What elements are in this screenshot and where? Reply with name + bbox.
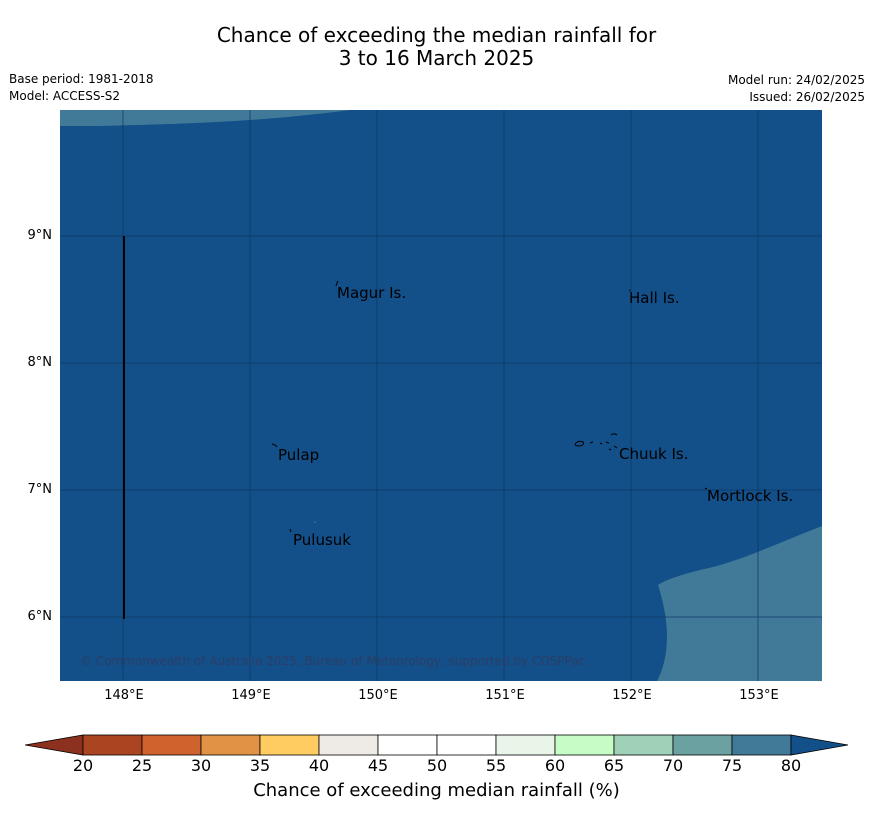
colorbar-segment-55-60 (495, 734, 556, 756)
metadata-left: Base period: 1981-2018 Model: ACCESS-S2 (9, 71, 154, 105)
colorbar-tick-60: 60 (544, 756, 566, 775)
place-label-mortlock: Mortlock Is. (707, 487, 794, 505)
colorbar-segment-65-70 (613, 734, 674, 756)
colorbar-segment-45-50 (377, 734, 438, 756)
map-region-top-light (60, 110, 350, 126)
colorbar-tick-70: 70 (662, 756, 684, 775)
lon-label-151e: 151°E (485, 688, 525, 703)
island-magur (335, 280, 339, 287)
colorbar-tick-40: 40 (308, 756, 330, 775)
colorbar-segment-50-55 (436, 734, 497, 756)
colorbar-segment-75-80 (731, 734, 792, 756)
place-label-magur: Magur Is. (337, 284, 407, 302)
map-title-line-2: 3 to 16 March 2025 (338, 46, 535, 70)
copyright-notice: © Commonwealth of Australia 2025, Bureau… (80, 654, 586, 668)
place-label-hall: Hall Is. (629, 289, 680, 307)
lon-label-153e: 153°E (739, 688, 779, 703)
model-name: Model: ACCESS-S2 (9, 89, 121, 103)
lat-label-8n: 8°N (27, 355, 53, 370)
colorbar-tick-75: 75 (721, 756, 743, 775)
map-gridlines (60, 110, 822, 681)
colorbar-under-arrow (25, 734, 84, 756)
base-period: Base period: 1981-2018 (9, 72, 154, 86)
colorbar-segment-60-65 (554, 734, 615, 756)
colorbar-tick-35: 35 (249, 756, 271, 775)
lon-label-148e: 148°E (104, 688, 144, 703)
metadata-right: Model run: 24/02/2025 Issued: 26/02/2025 (728, 72, 865, 106)
colorbar-tick-50: 50 (426, 756, 448, 775)
island-hall (628, 289, 631, 292)
lon-label-152e: 152°E (612, 688, 652, 703)
island-small-dot (314, 521, 316, 523)
island-pulusuk (289, 528, 292, 533)
map-region-southeast-light (657, 526, 822, 681)
colorbar-segment-70-75 (672, 734, 733, 756)
colorbar-tick-65: 65 (603, 756, 625, 775)
colorbar-tick-80: 80 (780, 756, 802, 775)
lon-label-149e: 149°E (231, 688, 271, 703)
colorbar-segment-20-25 (82, 734, 143, 756)
island-pulap (271, 443, 278, 448)
model-run: Model run: 24/02/2025 (727, 73, 865, 87)
rainfall-map (60, 110, 822, 681)
lat-label-9n: 9°N (27, 228, 53, 243)
colorbar (25, 734, 849, 756)
colorbar-tick-30: 30 (190, 756, 212, 775)
colorbar-tick-45: 45 (367, 756, 389, 775)
colorbar-segment-25-30 (141, 734, 202, 756)
colorbar-segment-35-40 (259, 734, 320, 756)
lon-label-150e: 150°E (358, 688, 398, 703)
lat-label-7n: 7°N (27, 482, 53, 497)
colorbar-tick-55: 55 (485, 756, 507, 775)
island-chuuk (574, 433, 618, 451)
lat-label-6n: 6°N (27, 609, 53, 624)
place-label-pulap: Pulap (278, 446, 320, 464)
colorbar-segment-40-45 (318, 734, 379, 756)
colorbar-tick-20: 20 (72, 756, 94, 775)
map-title-line-1: Chance of exceeding the median rainfall … (216, 23, 657, 47)
colorbar-tick-25: 25 (131, 756, 153, 775)
colorbar-title: Chance of exceeding median rainfall (%) (253, 780, 620, 801)
issued-date: Issued: 26/02/2025 (749, 90, 865, 104)
island-mortlock (704, 487, 708, 490)
place-label-pulusuk: Pulusuk (293, 531, 351, 549)
island-outlines (271, 280, 708, 533)
colorbar-segment-30-35 (200, 734, 261, 756)
colorbar-over-arrow (790, 734, 849, 756)
place-label-chuuk: Chuuk Is. (619, 445, 689, 463)
